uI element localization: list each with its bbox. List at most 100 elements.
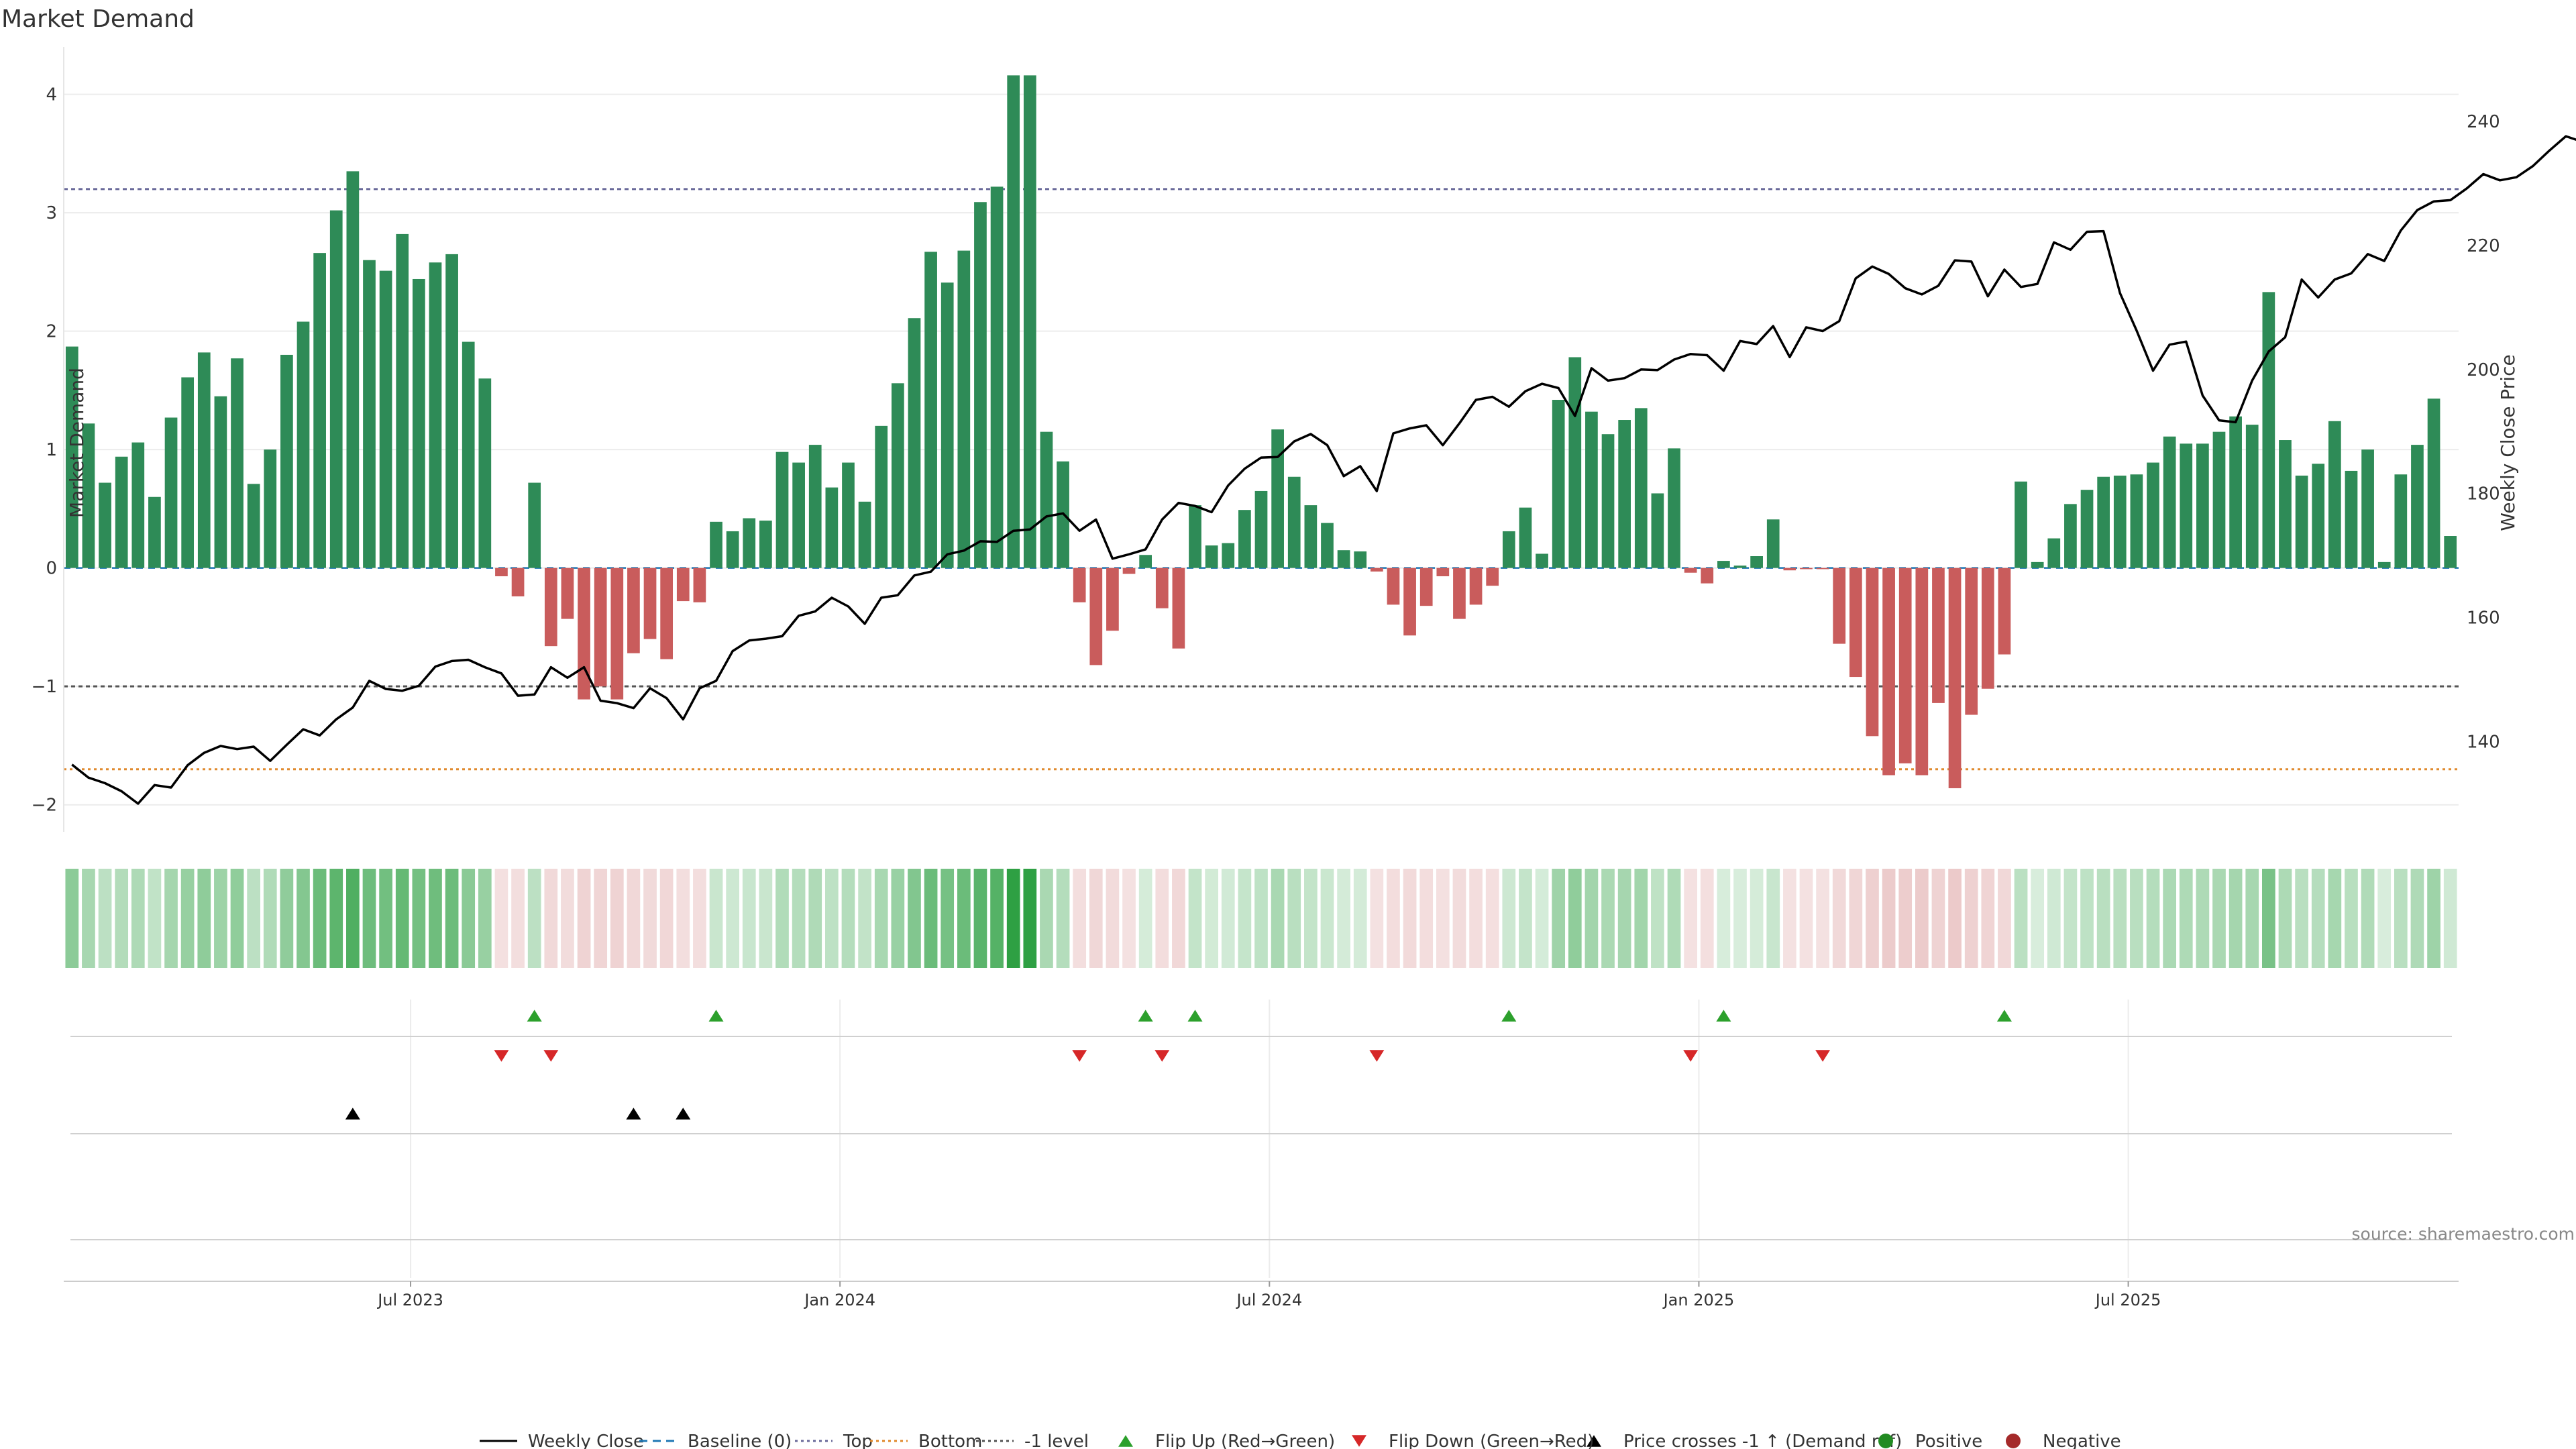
demand-bar: [2130, 474, 2143, 568]
heatmap-cell: [1552, 869, 1566, 968]
y-tick-label-right: 200: [2467, 360, 2500, 380]
heatmap-cell: [1155, 869, 1169, 968]
demand-bar: [379, 270, 392, 568]
demand-bar: [1287, 476, 1301, 568]
y-tick-label-right: 180: [2467, 484, 2500, 504]
demand-bar: [2180, 443, 2193, 568]
demand-bar: [214, 396, 227, 568]
demand-bar: [808, 445, 822, 568]
demand-bar: [2328, 421, 2341, 568]
heatmap-cell: [759, 869, 773, 968]
heatmap-cell: [1519, 869, 1532, 968]
price-cross-marker: [676, 1108, 691, 1120]
demand-bar: [726, 531, 739, 568]
heatmap-cell: [2410, 869, 2424, 968]
demand-bar: [1651, 493, 1664, 568]
legend-item: Top: [795, 1432, 873, 1449]
heatmap-cell: [2080, 869, 2094, 968]
legend-item: -1 level: [976, 1432, 1089, 1449]
flip-down-marker: [543, 1050, 559, 1062]
heatmap-cell: [1799, 869, 1813, 968]
demand-heatmap-strip: [65, 869, 2457, 968]
heatmap-cell: [1733, 869, 1747, 968]
heatmap-cell: [346, 869, 360, 968]
heatmap-cell: [957, 869, 971, 968]
heatmap-cell: [891, 869, 905, 968]
demand-bar: [429, 262, 442, 568]
heatmap-cell: [65, 869, 79, 968]
heatmap-cell: [2295, 869, 2308, 968]
demand-bar: [1321, 523, 1334, 568]
heatmap-cell: [874, 869, 888, 968]
y-tick-label-left: 0: [46, 559, 57, 579]
demand-bar: [2064, 504, 2077, 568]
legend-item: Price crosses -1 ↑ (Demand ref): [1623, 1432, 1902, 1449]
heatmap-cell: [1254, 869, 1268, 968]
demand-bar: [710, 521, 722, 568]
heatmap-cell: [511, 869, 525, 968]
heatmap-cell: [148, 869, 162, 968]
demand-bar: [660, 568, 674, 659]
heatmap-cell: [445, 869, 459, 968]
heatmap-cell: [297, 869, 310, 968]
heatmap-cell: [808, 869, 822, 968]
demand-bar: [1106, 568, 1119, 631]
demand-bar: [1304, 505, 1318, 568]
heatmap-cell: [792, 869, 806, 968]
y-tick-label-right: 240: [2467, 112, 2500, 132]
x-tick-label: Jul 2023: [376, 1291, 443, 1309]
heatmap-cell: [1882, 869, 1896, 968]
heatmap-cell: [2361, 869, 2375, 968]
heatmap-cell: [1998, 869, 2011, 968]
heatmap-cell: [726, 869, 739, 968]
heatmap-cell: [82, 869, 95, 968]
heatmap-cell: [1023, 869, 1037, 968]
heatmap-cell: [1766, 869, 1780, 968]
heatmap-cell: [1750, 869, 1764, 968]
heatmap-cell: [594, 869, 608, 968]
heatmap-cell: [1122, 869, 1136, 968]
y-tick-label-left: −1: [32, 677, 57, 697]
y-tick-label-left: 2: [46, 322, 57, 342]
demand-bar: [2262, 292, 2275, 568]
heatmap-cell: [1106, 869, 1120, 968]
heatmap-cell: [412, 869, 426, 968]
heatmap-cell: [775, 869, 789, 968]
heatmap-cell: [2096, 869, 2110, 968]
heatmap-cell: [561, 869, 574, 968]
demand-bar: [1998, 568, 2011, 655]
heatmap-cell: [1667, 869, 1681, 968]
heatmap-cell: [1866, 869, 1879, 968]
demand-bar: [1915, 568, 1929, 775]
y-tick-label-right: 220: [2467, 236, 2500, 256]
heatmap-cell: [1931, 869, 1945, 968]
demand-bar: [445, 254, 458, 568]
demand-bar: [1634, 408, 1648, 568]
heatmap-cell: [2130, 869, 2143, 968]
chart-title: Market Demand: [1, 5, 195, 33]
flip-up-marker: [1996, 1010, 2012, 1022]
heatmap-cell: [941, 869, 955, 968]
demand-bar: [82, 423, 95, 568]
heatmap-cell: [2047, 869, 2061, 968]
heatmap-cell: [2163, 869, 2176, 968]
demand-bar: [1618, 420, 1631, 568]
heatmap-cell: [825, 869, 839, 968]
heatmap-cell: [280, 869, 294, 968]
heatmap-cell: [1485, 869, 1499, 968]
demand-bars: [65, 75, 2457, 788]
demand-bar: [1783, 568, 1796, 571]
demand-bar: [363, 260, 376, 568]
heatmap-cell: [1073, 869, 1087, 968]
legend-item: Bottom: [870, 1432, 982, 1449]
demand-bar: [131, 442, 145, 568]
demand-bar: [280, 354, 293, 568]
heatmap-cell: [494, 869, 508, 968]
legend-item: Flip Up (Red→Green): [1155, 1432, 1335, 1449]
heatmap-cell: [1915, 869, 1929, 968]
demand-bar: [2031, 561, 2044, 568]
legend-label: Top: [843, 1432, 873, 1449]
heatmap-cell: [1370, 869, 1384, 968]
heatmap-cell: [214, 869, 227, 968]
